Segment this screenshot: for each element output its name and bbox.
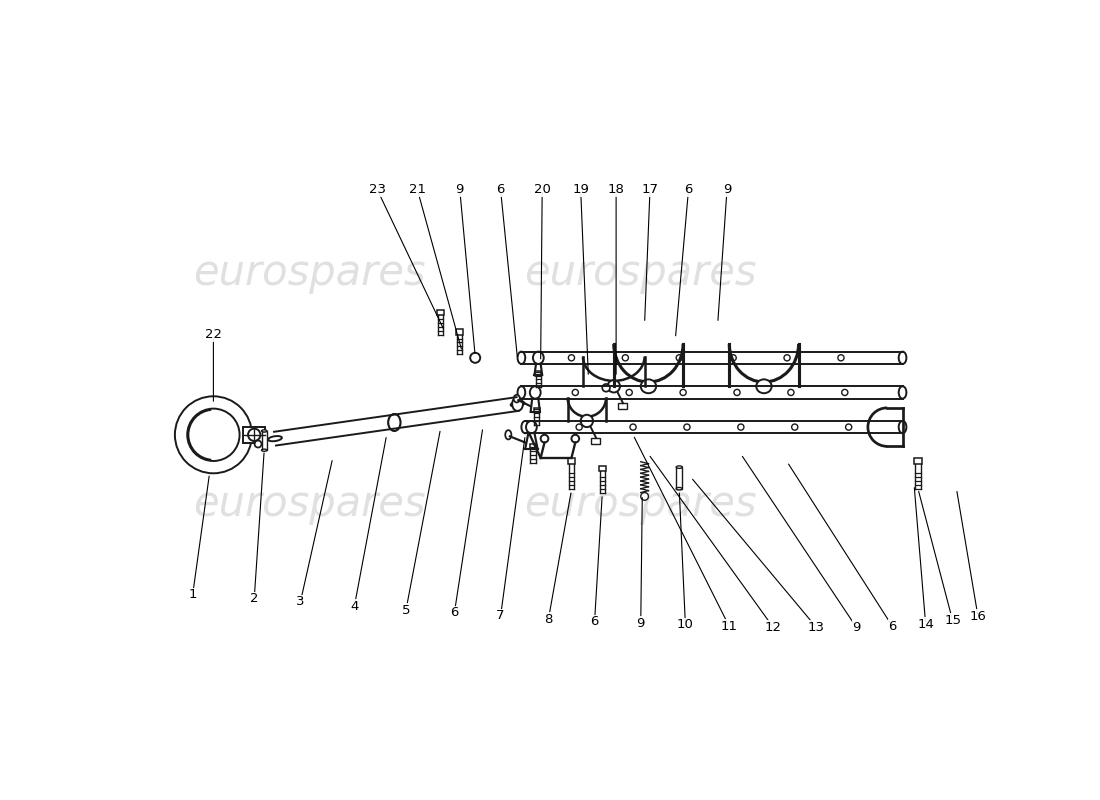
Circle shape	[730, 354, 736, 361]
Text: 5: 5	[402, 604, 410, 617]
Bar	[676, 467, 682, 489]
Circle shape	[738, 424, 744, 430]
Ellipse shape	[899, 352, 906, 364]
Bar	[243, 427, 265, 442]
Bar	[534, 408, 540, 413]
Ellipse shape	[518, 386, 526, 398]
Bar	[262, 431, 267, 450]
Text: 9: 9	[455, 183, 464, 197]
Ellipse shape	[518, 352, 526, 364]
Circle shape	[788, 390, 794, 395]
Text: 9: 9	[637, 617, 645, 630]
Circle shape	[576, 424, 582, 430]
Text: 8: 8	[544, 613, 552, 626]
Text: 6: 6	[450, 606, 459, 619]
Text: 14: 14	[917, 618, 934, 630]
Bar	[437, 310, 444, 315]
Ellipse shape	[514, 394, 520, 402]
Ellipse shape	[526, 421, 537, 434]
Text: 21: 21	[409, 183, 426, 197]
Bar	[568, 458, 575, 464]
Text: eurospares: eurospares	[194, 252, 426, 294]
Text: 1: 1	[188, 589, 197, 602]
Ellipse shape	[513, 397, 522, 411]
Ellipse shape	[262, 430, 267, 432]
Ellipse shape	[607, 380, 620, 393]
Text: 6: 6	[684, 183, 693, 197]
Text: 15: 15	[944, 614, 961, 627]
Text: 16: 16	[969, 610, 987, 623]
Text: 17: 17	[641, 183, 659, 197]
Circle shape	[470, 353, 481, 363]
Text: 6: 6	[591, 615, 598, 629]
Bar	[598, 466, 606, 471]
Ellipse shape	[505, 430, 512, 439]
Bar	[456, 330, 463, 334]
Text: eurospares: eurospares	[525, 483, 757, 525]
Text: 13: 13	[807, 621, 825, 634]
Ellipse shape	[676, 466, 682, 468]
Text: 19: 19	[572, 183, 590, 197]
Circle shape	[630, 424, 636, 430]
Ellipse shape	[581, 414, 593, 427]
Circle shape	[838, 354, 844, 361]
Text: 11: 11	[720, 620, 738, 633]
Bar	[536, 371, 541, 375]
Circle shape	[571, 434, 579, 442]
Ellipse shape	[510, 402, 525, 406]
Ellipse shape	[640, 379, 656, 394]
Bar	[618, 403, 627, 410]
Circle shape	[541, 434, 548, 442]
Circle shape	[676, 354, 682, 361]
Circle shape	[572, 390, 579, 395]
Ellipse shape	[524, 421, 535, 434]
Text: 7: 7	[496, 610, 505, 622]
Text: 3: 3	[296, 595, 305, 608]
Circle shape	[623, 354, 628, 361]
Circle shape	[784, 354, 790, 361]
Circle shape	[187, 409, 240, 461]
Circle shape	[846, 424, 851, 430]
Text: 9: 9	[852, 621, 860, 634]
Ellipse shape	[676, 487, 682, 490]
Circle shape	[249, 429, 261, 441]
Circle shape	[569, 354, 574, 361]
Text: 6: 6	[496, 183, 505, 197]
Ellipse shape	[268, 436, 282, 442]
Circle shape	[626, 390, 632, 395]
Circle shape	[680, 390, 686, 395]
Bar	[530, 444, 536, 449]
Ellipse shape	[534, 352, 543, 364]
Text: 12: 12	[764, 621, 782, 634]
Text: 6: 6	[889, 620, 896, 633]
Circle shape	[175, 396, 252, 474]
Text: 10: 10	[676, 618, 694, 631]
Text: eurospares: eurospares	[525, 252, 757, 294]
Ellipse shape	[521, 421, 529, 434]
Ellipse shape	[757, 379, 772, 394]
Ellipse shape	[262, 449, 267, 451]
Text: 20: 20	[534, 183, 551, 197]
Circle shape	[640, 493, 649, 500]
Text: 2: 2	[250, 592, 258, 606]
Text: 22: 22	[205, 328, 222, 341]
Ellipse shape	[388, 414, 400, 431]
Text: 23: 23	[368, 183, 386, 197]
Ellipse shape	[899, 421, 906, 434]
Bar	[591, 438, 600, 444]
Ellipse shape	[530, 386, 541, 398]
Circle shape	[792, 424, 798, 430]
Text: 4: 4	[350, 600, 359, 613]
Circle shape	[603, 384, 609, 392]
Text: 9: 9	[723, 183, 732, 197]
Text: 18: 18	[607, 183, 625, 197]
Circle shape	[684, 424, 690, 430]
Text: eurospares: eurospares	[194, 483, 426, 525]
Circle shape	[842, 390, 848, 395]
Bar	[914, 458, 922, 464]
Circle shape	[254, 441, 262, 447]
Ellipse shape	[899, 386, 906, 398]
Circle shape	[734, 390, 740, 395]
